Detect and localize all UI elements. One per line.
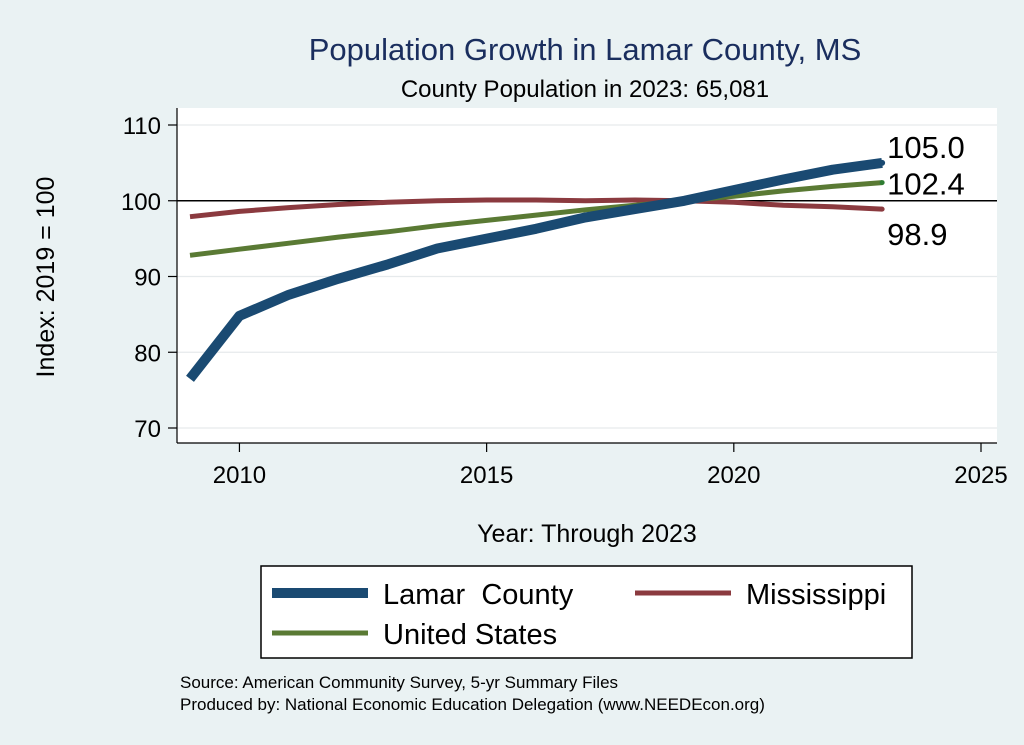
series-line-mississippi (189, 197, 883, 220)
producer-note: Produced by: National Economic Education… (180, 695, 765, 714)
legend-label: Mississippi (746, 579, 886, 611)
end-value-label: 102.4 (887, 167, 965, 202)
end-value-label: 98.9 (887, 217, 947, 252)
end-point-marker (879, 206, 885, 212)
end-value-label: 105.0 (887, 130, 965, 165)
source-note: Source: American Community Survey, 5-yr … (180, 673, 618, 692)
x-tick-label: 2025 (954, 462, 1007, 489)
series-line-lamar-county (186, 157, 883, 382)
legend: Lamar County Mississippi United States (272, 579, 886, 651)
series-line-united-states (189, 180, 883, 258)
axis-layer: 70 80 90 100 110 2010 2015 2020 2025 (121, 108, 1008, 489)
chart-title: Population Growth in Lamar County, MS (309, 32, 862, 67)
x-tick-label: 2015 (460, 462, 513, 489)
plot-area (177, 108, 997, 443)
series-layer (186, 157, 883, 382)
y-axis-title: Index: 2019 = 100 (32, 177, 60, 378)
y-tick-label: 110 (123, 113, 161, 140)
legend-label: Lamar County (383, 579, 574, 611)
end-point-marker (879, 159, 886, 166)
y-tick-label: 100 (121, 189, 161, 216)
y-tick-label: 80 (134, 340, 161, 367)
x-tick-label: 2020 (707, 462, 760, 489)
x-tick-label: 2010 (213, 462, 266, 489)
y-tick-label: 90 (134, 265, 161, 292)
y-tick-label: 70 (134, 416, 161, 443)
chart-subtitle: County Population in 2023: 65,081 (401, 76, 769, 103)
end-label-layer: 105.0 98.9 102.4 (879, 130, 965, 252)
legend-box (260, 565, 913, 659)
legend-label: United States (383, 619, 557, 651)
end-point-marker (879, 180, 885, 186)
grid-layer (177, 124, 997, 429)
x-axis-title: Year: Through 2023 (477, 520, 697, 548)
